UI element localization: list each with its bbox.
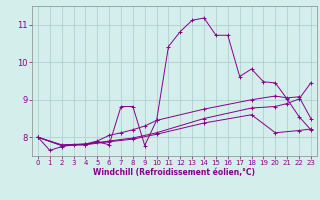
X-axis label: Windchill (Refroidissement éolien,°C): Windchill (Refroidissement éolien,°C) xyxy=(93,168,255,177)
